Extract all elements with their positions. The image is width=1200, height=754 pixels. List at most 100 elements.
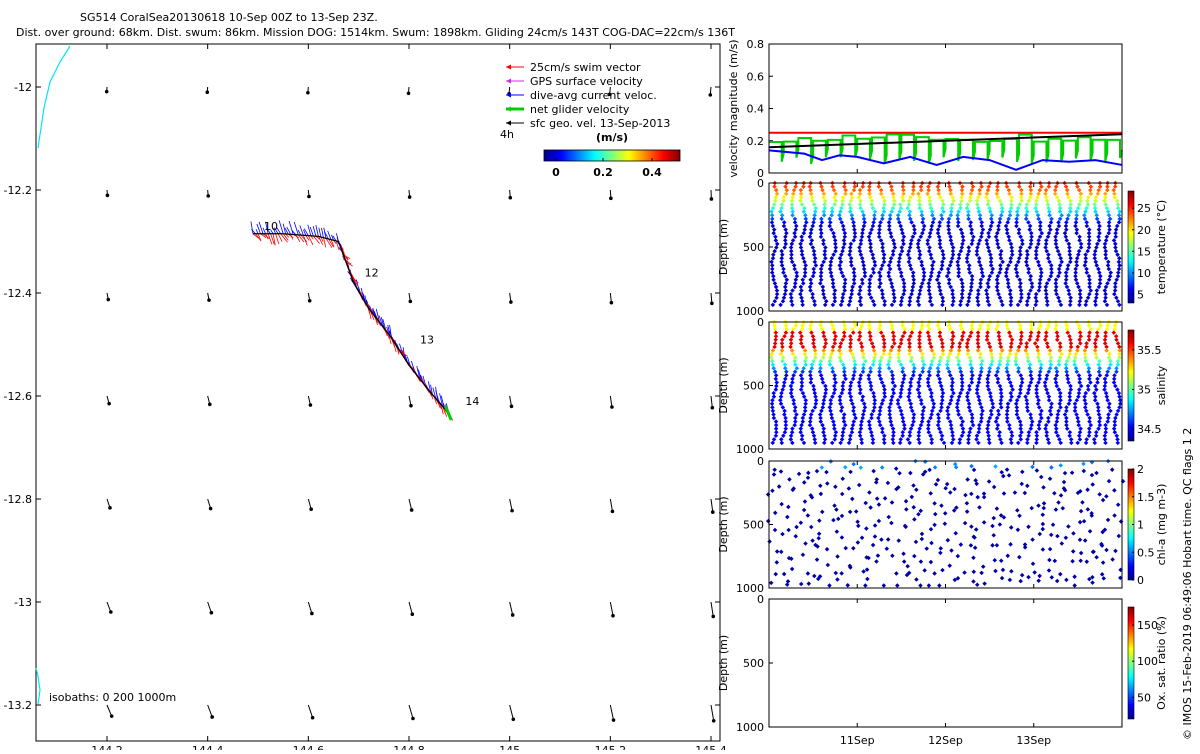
section-point [1018,245,1023,250]
section-point [858,391,863,396]
section-point [819,373,824,378]
section-point [770,405,775,410]
section-point [841,362,846,367]
section-point [868,245,873,250]
swim-vector [323,238,325,248]
section-point [1049,412,1054,417]
section-point [1073,274,1078,279]
section-point [1114,370,1119,375]
section-point [941,252,946,257]
section-point [772,467,777,472]
section-point [862,402,867,407]
section-point [1089,191,1094,196]
section-point [888,355,893,360]
section-point [1085,270,1090,275]
section-point [815,557,820,562]
section-point [848,206,853,211]
section-point [911,362,916,367]
section-point [860,535,865,540]
section-point [965,345,970,350]
section-point [1044,195,1049,200]
section-point [1016,303,1021,308]
section-point [799,295,804,300]
section-point [917,256,922,261]
section-point [891,238,896,243]
section-point [908,242,913,247]
section-point [926,188,931,193]
section-point [930,348,935,353]
section-point [1098,323,1103,328]
section-point [1038,412,1043,417]
section-point [1041,547,1046,552]
section-point [943,486,948,491]
section-point [847,303,852,308]
section-point [860,398,865,403]
section-point [860,231,865,236]
section-point [900,195,905,200]
section-point [868,281,873,286]
section-point [889,521,894,526]
section-point [812,270,817,275]
section-point [1077,338,1082,343]
section-point [957,441,962,446]
section-point [975,252,980,257]
section-point [825,547,830,552]
section-point [1043,384,1048,389]
geo-velocity-arrowhead [106,298,110,302]
section-point [782,245,787,250]
map-x-tick-label: 145.4 [695,744,727,750]
section-point [951,299,956,304]
section-point [827,359,832,364]
section-point [1048,348,1053,353]
velocity-series-line [769,150,1122,169]
section-point [867,323,872,328]
section-point [908,434,913,439]
section-point [1112,513,1117,518]
section-point [858,434,863,439]
section-point [792,267,797,272]
section-point [773,199,778,204]
section-point [1094,292,1099,297]
section-point [1097,412,1102,417]
geo-velocity-arrowhead [511,613,515,617]
section-point [1025,303,1030,308]
section-point [779,206,784,211]
section-point [1025,202,1030,207]
section-point [995,188,1000,193]
section-point [793,419,798,424]
section-point [1033,295,1038,300]
section-point [984,238,989,243]
section-point [886,515,891,520]
section-point [815,469,820,474]
section-point [1093,206,1098,211]
section-point [1009,437,1014,442]
section-point [949,548,954,553]
section-point [1020,380,1025,385]
section-point [1087,338,1092,343]
section-point [928,295,933,300]
section-point [849,260,854,265]
section-point [821,292,826,297]
section-point [1037,423,1042,428]
section-point [912,224,917,229]
geo-velocity-arrowhead [105,90,109,94]
section-point [873,534,878,539]
section-point [859,303,864,308]
section-point [770,217,775,222]
section-point [784,281,789,286]
section-point [1026,355,1031,360]
section-point [877,184,882,189]
section-point [1068,260,1073,265]
section-point [861,213,866,218]
section-point [967,405,972,410]
section-point [877,419,882,424]
section-point [891,206,896,211]
section-point [1014,267,1019,272]
section-point [985,295,990,300]
section-point [967,434,972,439]
section-point [995,281,1000,286]
section-point [975,495,980,500]
section-point [1019,191,1024,196]
section-point [891,441,896,446]
